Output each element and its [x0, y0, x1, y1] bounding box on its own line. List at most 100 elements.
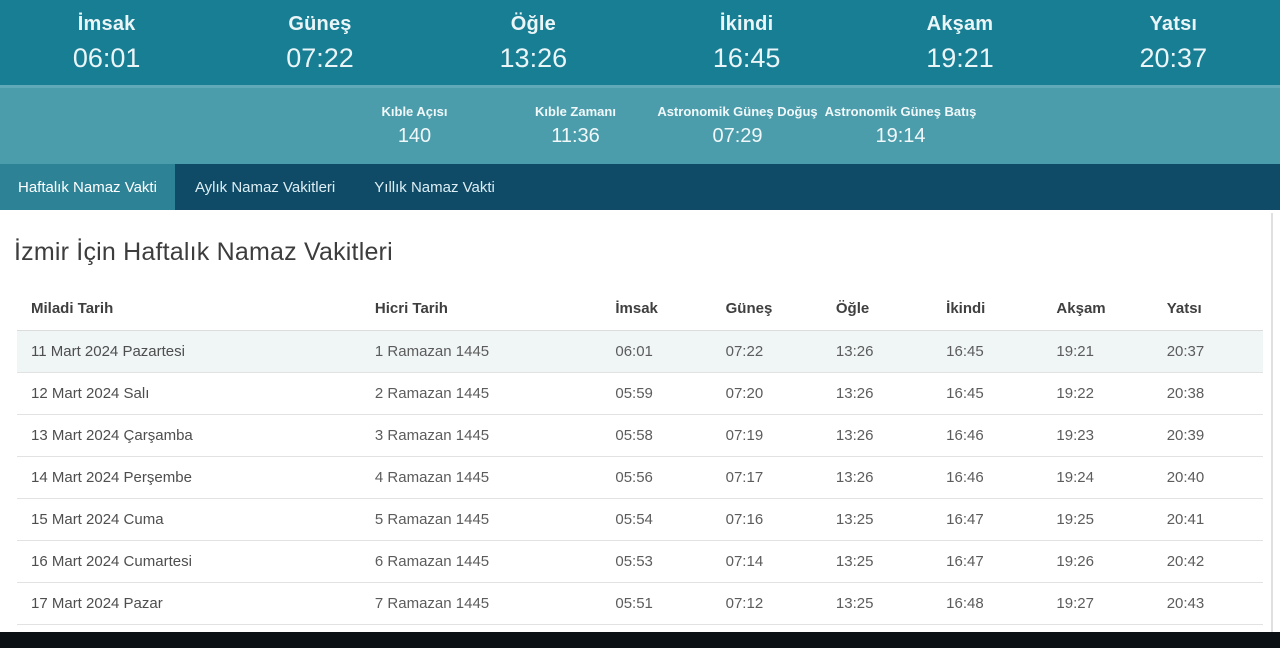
tab-weekly-prayer-times[interactable]: Haftalık Namaz Vakti — [0, 164, 175, 210]
astronomical-sunset-label: Astronomik Güneş Batış — [824, 104, 977, 119]
cell-gunes: 07:14 — [725, 552, 764, 570]
table-row-tuesday: 12 Mart 2024 Salı 2 Ramazan 1445 05:59 0… — [17, 372, 1263, 414]
cell-miladi: 12 Mart 2024 Salı — [31, 384, 150, 402]
cell-hicri: 4 Ramazan 1445 — [374, 468, 490, 486]
table-row-wednesday: 13 Mart 2024 Çarşamba 3 Ramazan 1445 05:… — [17, 414, 1263, 456]
cell-hicri: 7 Ramazan 1445 — [374, 594, 490, 612]
page-right-edge-divider — [1271, 213, 1273, 632]
table-row-friday: 15 Mart 2024 Cuma 5 Ramazan 1445 05:54 0… — [17, 498, 1263, 540]
astronomical-sunset-value: 19:14 — [875, 125, 926, 147]
cell-aksam: 19:22 — [1056, 384, 1094, 402]
cell-miladi: 15 Mart 2024 Cuma — [31, 510, 164, 528]
col-header-imsak: İmsak — [601, 288, 712, 331]
cell-ogle: 13:26 — [835, 342, 874, 360]
cell-miladi: 14 Mart 2024 Perşembe — [31, 468, 192, 486]
table-row-monday: 11 Mart 2024 Pazartesi 1 Ramazan 1445 06… — [17, 330, 1263, 372]
cell-imsak: 06:01 — [615, 342, 653, 360]
prayer-imsak: İmsak 06:01 — [0, 0, 213, 85]
cell-yatsi: 20:42 — [1166, 552, 1205, 570]
col-header-ogle: Öğle — [821, 288, 933, 331]
prayer-yatsi: Yatsı 20:37 — [1067, 0, 1280, 85]
cell-aksam: 19:27 — [1056, 594, 1094, 612]
cell-gunes: 07:19 — [725, 426, 764, 444]
cell-ogle: 13:25 — [835, 594, 874, 612]
cell-aksam: 19:23 — [1056, 426, 1094, 444]
prayer-ikindi-time: 16:45 — [712, 43, 781, 73]
cell-yatsi: 20:41 — [1166, 510, 1205, 528]
cell-miladi: 13 Mart 2024 Çarşamba — [31, 426, 193, 444]
cell-hicri: 6 Ramazan 1445 — [374, 552, 490, 570]
tab-yearly-prayer-times[interactable]: Yıllık Namaz Vakti — [374, 178, 495, 196]
cell-hicri: 5 Ramazan 1445 — [374, 510, 490, 528]
cell-ogle: 13:25 — [835, 552, 874, 570]
cell-imsak: 05:56 — [615, 468, 653, 486]
prayer-yatsi-time: 20:37 — [1139, 43, 1208, 73]
cell-ogle: 13:25 — [835, 510, 874, 528]
qibla-time-value: 11:36 — [551, 125, 600, 147]
daily-prayer-times-bar: İmsak 06:01 Güneş 07:22 Öğle 13:26 İkind… — [0, 0, 1280, 88]
cell-miladi: 11 Mart 2024 Pazartesi — [31, 342, 185, 360]
prayer-ikindi: İkindi 16:45 — [640, 0, 853, 85]
cell-miladi: 16 Mart 2024 Cumartesi — [31, 552, 192, 570]
astronomical-sunrise: Astronomik Güneş Doğuş 07:29 — [656, 104, 819, 148]
cell-hicri: 1 Ramazan 1445 — [374, 342, 490, 360]
qibla-angle-value: 140 — [397, 125, 432, 147]
col-header-yatsi: Yatsı — [1152, 288, 1263, 331]
tab-monthly-prayer-times[interactable]: Aylık Namaz Vakitleri — [194, 178, 336, 196]
prayer-yatsi-label: Yatsı — [1149, 13, 1198, 35]
cell-ogle: 13:26 — [835, 468, 874, 486]
qibla-astronomy-items: Kıble Açısı 140 Kıble Zamanı 11:36 Astro… — [334, 88, 982, 164]
cell-aksam: 19:21 — [1056, 342, 1094, 360]
cell-ikindi: 16:45 — [946, 342, 984, 360]
cell-gunes: 07:12 — [725, 594, 764, 612]
astronomical-sunrise-label: Astronomik Güneş Doğuş — [657, 104, 818, 119]
cell-aksam: 19:26 — [1056, 552, 1094, 570]
cell-ikindi: 16:46 — [946, 468, 984, 486]
table-header-row: Miladi Tarih Hicri Tarih İmsak Güneş Öğl… — [17, 288, 1263, 331]
cell-gunes: 07:17 — [725, 468, 764, 486]
prayer-ogle-label: Öğle — [510, 13, 556, 35]
qibla-angle: Kıble Açısı 140 — [334, 104, 495, 148]
table-row-sunday: 17 Mart 2024 Pazar 7 Ramazan 1445 05:51 … — [17, 582, 1263, 624]
cell-gunes: 07:20 — [725, 384, 764, 402]
cell-yatsi: 20:38 — [1166, 384, 1205, 402]
cell-imsak: 05:51 — [615, 594, 653, 612]
cell-yatsi: 20:43 — [1166, 594, 1205, 612]
prayer-gunes-time: 07:22 — [286, 43, 354, 73]
prayer-ogle-time: 13:26 — [499, 43, 568, 73]
cell-ikindi: 16:48 — [946, 594, 984, 612]
prayer-aksam-label: Akşam — [926, 13, 994, 35]
col-header-gunes: Güneş — [711, 288, 822, 331]
prayer-ikindi-label: İkindi — [719, 13, 774, 35]
cell-imsak: 05:54 — [615, 510, 653, 528]
cell-ikindi: 16:47 — [946, 552, 984, 570]
col-header-miladi-tarih: Miladi Tarih — [17, 288, 361, 331]
cell-imsak: 05:59 — [615, 384, 653, 402]
cell-gunes: 07:16 — [725, 510, 764, 528]
cell-ogle: 13:26 — [835, 426, 874, 444]
astronomical-sunrise-value: 07:29 — [712, 125, 763, 147]
qibla-angle-label: Kıble Açısı — [381, 104, 448, 119]
cell-aksam: 19:24 — [1056, 468, 1094, 486]
cell-gunes: 07:22 — [725, 342, 764, 360]
weekly-times-table: Miladi Tarih Hicri Tarih İmsak Güneş Öğl… — [17, 288, 1263, 625]
page-title: İzmir İçin Haftalık Namaz Vakitleri — [14, 238, 393, 266]
cell-imsak: 05:53 — [615, 552, 653, 570]
prayer-imsak-label: İmsak — [77, 13, 136, 35]
col-header-hicri-tarih: Hicri Tarih — [360, 288, 602, 331]
weekly-times-table-wrap: Miladi Tarih Hicri Tarih İmsak Güneş Öğl… — [17, 288, 1263, 625]
cell-hicri: 2 Ramazan 1445 — [374, 384, 490, 402]
table-row-saturday: 16 Mart 2024 Cumartesi 6 Ramazan 1445 05… — [17, 540, 1263, 582]
prayer-aksam: Akşam 19:21 — [853, 0, 1066, 85]
col-header-ikindi: İkindi — [932, 288, 1043, 331]
col-header-aksam: Akşam — [1042, 288, 1153, 331]
cell-hicri: 3 Ramazan 1445 — [374, 426, 490, 444]
cell-ikindi: 16:45 — [946, 384, 984, 402]
cell-ikindi: 16:46 — [946, 426, 984, 444]
qibla-time-label: Kıble Zamanı — [535, 104, 616, 119]
qibla-time: Kıble Zamanı 11:36 — [495, 104, 656, 148]
cell-yatsi: 20:37 — [1166, 342, 1205, 360]
cell-miladi: 17 Mart 2024 Pazar — [31, 594, 163, 612]
qibla-astronomy-bar: Kıble Açısı 140 Kıble Zamanı 11:36 Astro… — [0, 88, 1280, 164]
footer-bar — [0, 632, 1280, 648]
